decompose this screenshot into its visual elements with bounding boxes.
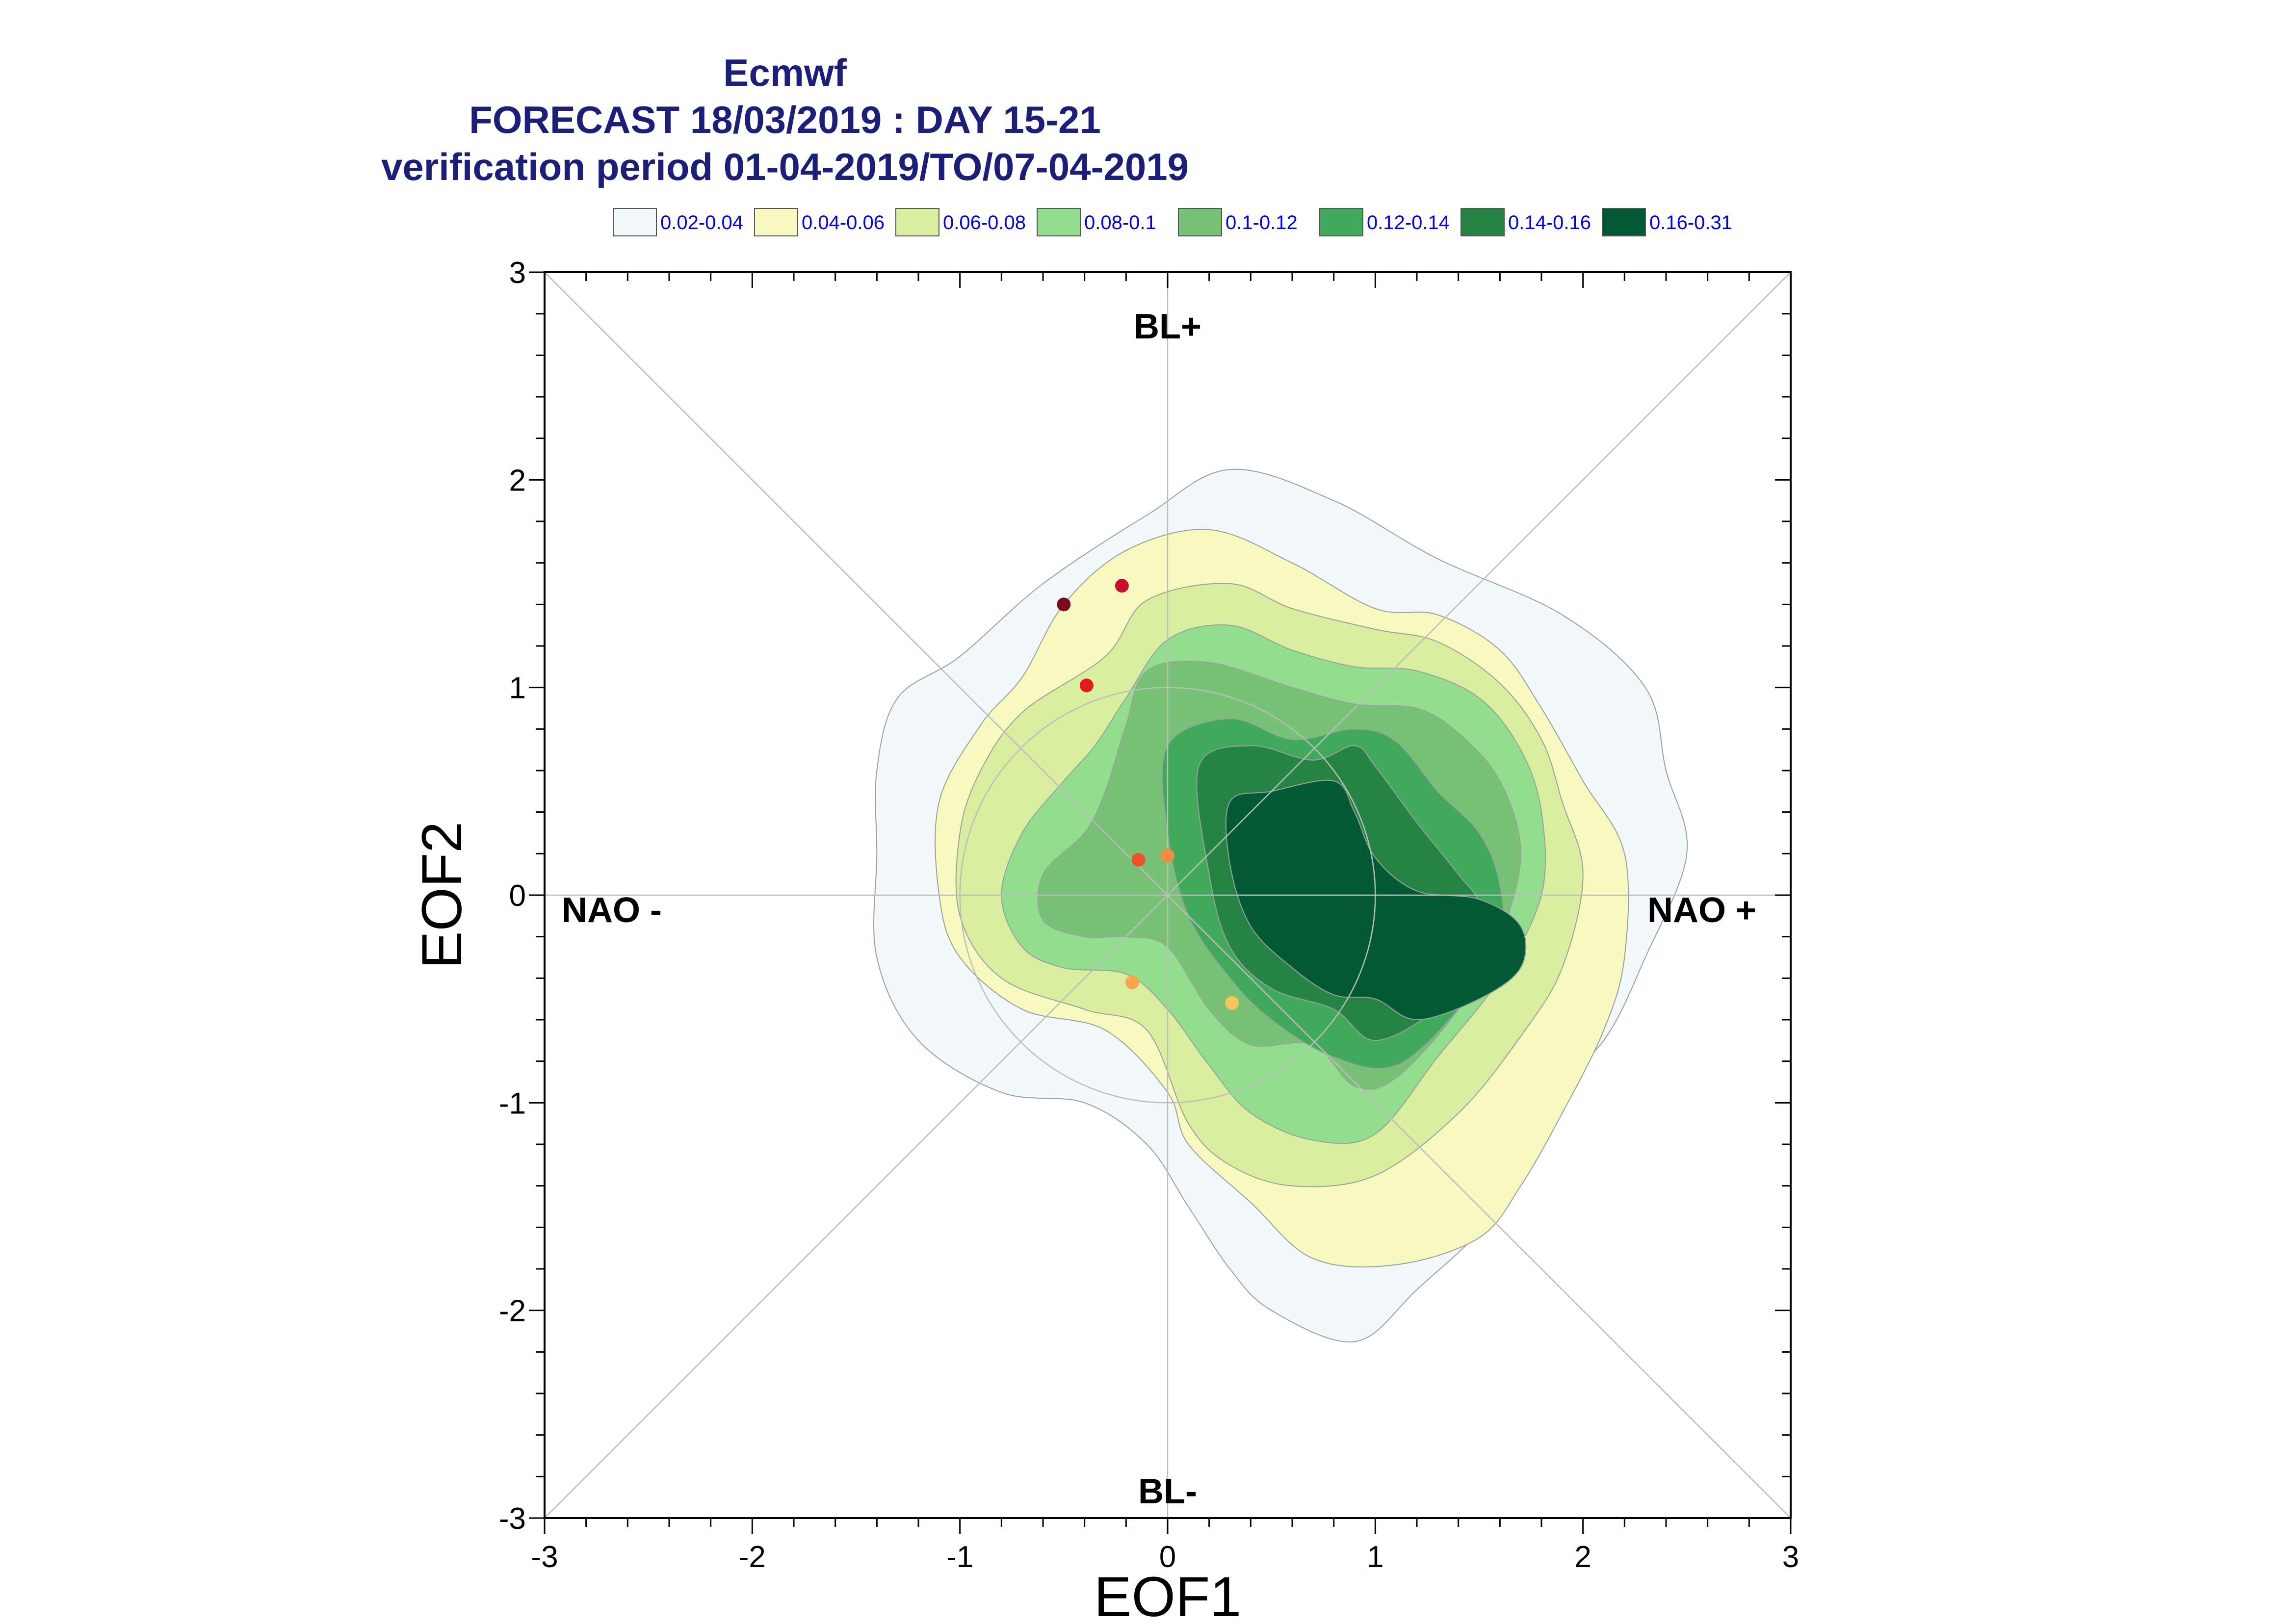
y-tick-label: -3 [499,1502,526,1536]
chart-title: Ecmwf [723,51,847,94]
region-label-left: NAO - [562,891,662,930]
forecast-point-4 [1131,853,1146,867]
forecast-point-2 [1115,579,1129,593]
y-tick-label: -1 [499,1086,526,1120]
y-tick-labels: 3 2 1 0 -1 -2 -3 [499,256,526,1536]
region-label-right: NAO + [1647,891,1756,930]
legend-label: 0.16-0.31 [1649,212,1732,233]
legend-swatch [895,208,939,236]
chart-subtitle-verification: verification period 01-04-2019/TO/07-04-… [381,145,1189,188]
x-tick-label: 0 [1159,1540,1176,1574]
x-tick-label: -3 [531,1540,558,1574]
density-contours [873,468,1688,1342]
x-axis-title: EOF1 [1094,1566,1241,1624]
forecast-point-6 [1125,975,1140,989]
region-label-bottom: BL- [1138,1472,1197,1511]
legend-label: 0.1-0.12 [1226,212,1298,233]
chart-title-block: Ecmwf FORECAST 18/03/2019 : DAY 15-21 ve… [0,49,1570,190]
density-contour-8 [1225,779,1527,1021]
legend-label: 0.02-0.04 [660,212,743,233]
axis-ticks [529,271,1792,1534]
x-tick-label: -1 [946,1540,973,1574]
legend-swatch [613,208,657,236]
forecast-point-3 [1079,678,1094,693]
x-tick-label: 1 [1367,1540,1383,1574]
forecast-points [1057,579,1239,1010]
forecast-point-5 [1161,849,1174,863]
y-tick-label: 0 [509,879,526,913]
legend-label: 0.04-0.06 [802,212,885,233]
legend-label: 0.14-0.16 [1508,212,1591,233]
legend-swatch [1602,208,1646,236]
y-tick-label: 2 [509,464,526,497]
plot-area: -3 -2 -1 0 1 2 3 3 2 1 0 -1 -2 -3 BL+ BL- NAO - NAO … [411,256,1799,1624]
legend-swatch [1037,208,1081,236]
x-tick-labels: -3 -2 -1 0 1 2 3 [531,1540,1799,1574]
legend-label: 0.08-0.1 [1084,212,1156,233]
forecast-point-7 [1225,996,1239,1010]
reference-lines [544,272,1791,1519]
y-axis-title: EOF2 [411,822,473,969]
y-tick-label: -2 [499,1294,526,1328]
x-tick-label: -2 [739,1540,766,1574]
y-tick-label: 1 [509,671,526,705]
x-tick-label: 2 [1574,1540,1591,1574]
legend-swatch [1178,208,1222,236]
legend: 0.02-0.04 0.04-0.06 0.06-0.08 0.08-0.1 0.1-0… [613,208,1732,236]
x-tick-label: 3 [1782,1540,1799,1574]
unit-circle [959,687,1376,1104]
y-tick-label: 3 [509,256,526,290]
legend-swatch [754,208,798,236]
chart-subtitle-forecast: FORECAST 18/03/2019 : DAY 15-21 [469,98,1101,141]
legend-swatch [1319,208,1363,236]
legend-label: 0.06-0.08 [943,212,1026,233]
forecast-point-1 [1057,597,1071,612]
legend-swatch [1460,208,1505,236]
region-label-top: BL+ [1134,307,1201,346]
legend-label: 0.12-0.14 [1367,212,1450,233]
